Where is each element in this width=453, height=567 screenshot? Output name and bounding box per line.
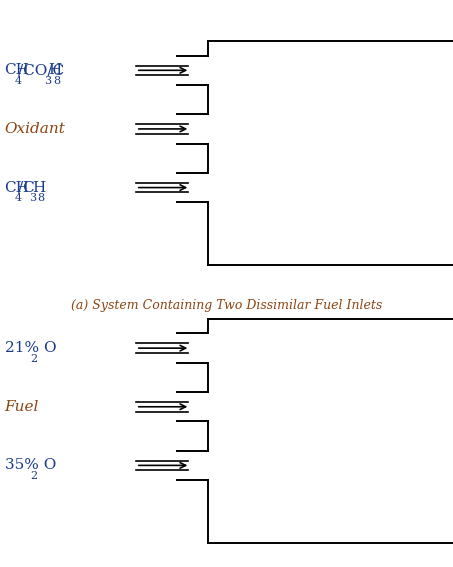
- Text: Fuel: Fuel: [5, 400, 39, 414]
- Text: 8: 8: [37, 193, 44, 203]
- Text: (a) System Containing Two Dissimilar Fuel Inlets: (a) System Containing Two Dissimilar Fue…: [71, 299, 382, 312]
- Text: 8: 8: [53, 76, 60, 86]
- Text: 21% O: 21% O: [5, 341, 56, 355]
- Text: 35% O: 35% O: [5, 458, 56, 472]
- Text: /C: /C: [18, 180, 35, 194]
- Text: 4: 4: [15, 193, 22, 203]
- Text: 3: 3: [29, 193, 36, 203]
- Text: 4: 4: [15, 76, 22, 86]
- Text: CH: CH: [5, 180, 29, 194]
- Text: H: H: [48, 64, 61, 77]
- Text: /CO/C: /CO/C: [18, 64, 64, 77]
- Text: Oxidant: Oxidant: [5, 122, 65, 136]
- Text: 2: 2: [30, 354, 38, 364]
- Text: 3: 3: [44, 76, 52, 86]
- Text: H: H: [32, 180, 45, 194]
- Text: 2: 2: [30, 471, 38, 481]
- Text: CH: CH: [5, 64, 29, 77]
